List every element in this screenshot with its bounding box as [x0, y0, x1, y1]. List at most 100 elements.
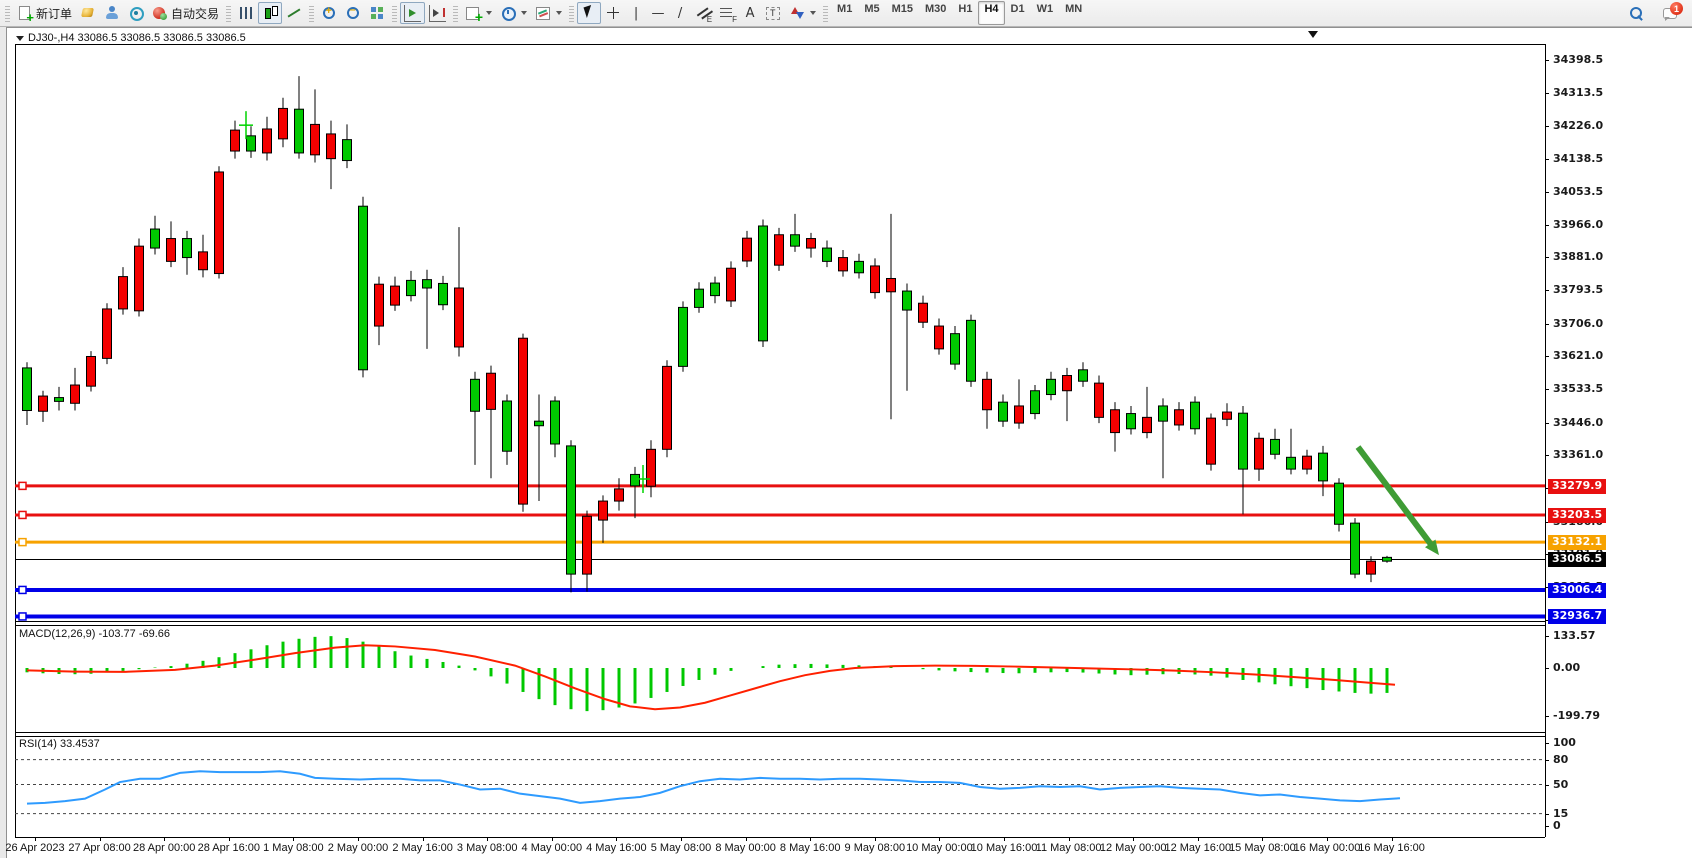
price-axis-tick [1545, 356, 1549, 358]
dropdown-caret-icon[interactable] [521, 11, 528, 15]
candlestick-button[interactable] [258, 2, 283, 24]
new-order-button-label: 新订单 [36, 6, 73, 21]
candle-body [86, 355, 96, 387]
line-handle[interactable] [18, 481, 27, 491]
tile-windows-button[interactable] [365, 2, 389, 24]
candle-body [422, 279, 432, 289]
candle-body [742, 237, 752, 262]
toolbar-grip [569, 4, 575, 22]
dropdown-caret-icon[interactable] [486, 11, 493, 15]
candle-body [1174, 409, 1184, 426]
cursor-button[interactable] [577, 2, 602, 24]
line-handle[interactable] [18, 612, 27, 621]
indicators-button[interactable] [461, 2, 496, 25]
time-axis-label: 5 May 08:00 [650, 842, 712, 854]
signals-button[interactable] [124, 2, 148, 24]
price-line-badge: 33132.1 [1548, 535, 1606, 551]
text-button[interactable]: A [739, 2, 761, 24]
candle-body [438, 282, 448, 306]
timeframe-h4-button[interactable]: H4 [978, 1, 1005, 25]
time-axis-label: 12 May 16:00 [1164, 842, 1232, 854]
candle-body [246, 135, 256, 152]
arrows-button[interactable] [785, 2, 820, 24]
rsi-axis-tick [1545, 759, 1549, 761]
time-axis-tick [99, 838, 101, 841]
line-handle[interactable] [18, 537, 27, 547]
price-axis-label: 33361.0 [1553, 448, 1604, 462]
candle-body [982, 378, 992, 411]
timeframe-w1-button[interactable]: W1 [1036, 3, 1054, 15]
chat-button[interactable]: 1 [1658, 2, 1683, 24]
trendline-button[interactable]: / [669, 2, 691, 24]
time-axis-tick [1004, 838, 1005, 841]
line-chart-button[interactable] [282, 2, 306, 24]
timeframe-m15-button[interactable]: M15 [891, 3, 913, 15]
new-order-button[interactable]: 新订单 [13, 2, 76, 25]
timeframe-m1-button[interactable]: M1 [837, 3, 853, 15]
collapse-triangle-icon[interactable] [16, 35, 24, 41]
line-handle[interactable] [18, 585, 27, 595]
time-axis-label: 28 Apr 00:00 [132, 842, 196, 854]
auto-scroll-button[interactable] [400, 2, 426, 24]
time-axis-label: 16 May 16:00 [1358, 842, 1425, 854]
candle-body [54, 397, 64, 402]
time-axis-tick [1068, 838, 1070, 841]
candle-body [134, 245, 144, 312]
templates-button[interactable] [531, 2, 566, 24]
price-axis-tick [1545, 389, 1549, 391]
trend-arrow-head [1425, 539, 1439, 556]
market-depth-button[interactable] [76, 2, 100, 24]
pane-border [15, 837, 1545, 838]
profile-button[interactable] [100, 2, 124, 24]
price-axis-label: 33881.0 [1553, 250, 1604, 264]
candle-body [822, 247, 832, 262]
price-axis-tick [1545, 587, 1549, 589]
time-axis-tick [1391, 838, 1393, 841]
time-axis-tick [939, 838, 941, 841]
pane-border [15, 732, 1545, 733]
periods-button[interactable] [496, 2, 531, 24]
horizontal-line-button[interactable]: — [647, 2, 669, 24]
price-line-badge: 32936.7 [1548, 609, 1606, 625]
equidistant-channel-button[interactable] [691, 2, 715, 24]
candle-body [710, 282, 720, 297]
trend-arrow[interactable] [1355, 445, 1437, 551]
zoom-out-button[interactable] [341, 2, 365, 24]
candle-body [566, 445, 576, 575]
timeframe-m30-button[interactable]: M30 [925, 3, 947, 15]
time-axis-tick [293, 838, 295, 841]
candle-body [1046, 378, 1056, 396]
crosshair-button[interactable] [601, 2, 625, 24]
search-button[interactable] [1624, 2, 1648, 24]
fibonacci-button[interactable] [715, 2, 739, 24]
dropdown-caret-icon[interactable] [556, 11, 563, 15]
autotrading-button[interactable]: 自动交易 [148, 2, 223, 24]
timeframe-mn-button[interactable]: MN [1065, 3, 1083, 15]
pane-border [15, 625, 1545, 626]
candle-body [1206, 417, 1216, 465]
time-axis-label: 11 May 08:00 [1035, 842, 1102, 854]
candle-body [1222, 411, 1232, 420]
price-pane[interactable] [15, 44, 1545, 621]
toolbar-right: 1 [1624, 2, 1683, 24]
chat-icon: 1 [1662, 2, 1683, 21]
time-axis-tick [745, 838, 747, 841]
text-label-button[interactable] [761, 2, 785, 24]
price-axis-label: 34053.5 [1553, 184, 1604, 198]
rsi-pane[interactable] [15, 736, 1545, 837]
price-axis-label: 33793.5 [1553, 283, 1604, 297]
macd-axis-tick [1545, 635, 1549, 637]
pane-border [15, 736, 1545, 737]
chart-shift-button[interactable] [425, 2, 450, 24]
time-axis[interactable]: 26 Apr 2023 27 Apr 08:00 28 Apr 00:00 28 Ap… [5, 837, 1545, 858]
dropdown-caret-icon[interactable] [810, 11, 817, 15]
notification-badge[interactable]: 1 [1670, 2, 1683, 15]
timeframe-d1-button[interactable]: D1 [1010, 3, 1025, 15]
timeframe-h1-button[interactable]: H1 [958, 3, 973, 15]
timeframe-m5-button[interactable]: M5 [864, 3, 880, 15]
vertical-line-button[interactable]: | [625, 2, 647, 24]
macd-pane[interactable] [15, 625, 1545, 732]
zoom-in-button[interactable] [317, 2, 341, 24]
line-handle[interactable] [18, 510, 27, 520]
bar-chart-button[interactable] [234, 2, 258, 24]
